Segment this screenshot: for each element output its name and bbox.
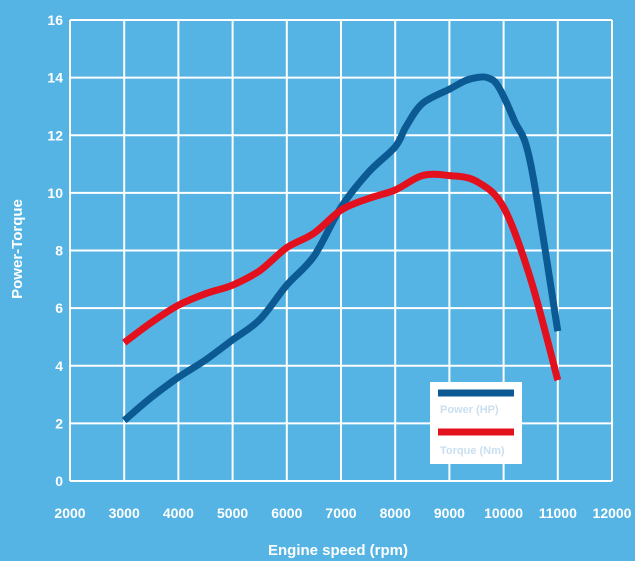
- x-axis-label: Engine speed (rpm): [268, 542, 408, 559]
- legend-label-torque: Torque (Nm): [440, 445, 505, 457]
- x-tick-label-5: 7000: [325, 505, 356, 521]
- x-tick-label-3: 5000: [217, 505, 248, 521]
- y-tick-label-6: 12: [47, 127, 63, 143]
- x-tick-label-7: 9000: [434, 505, 465, 521]
- x-tick-label-8: 10000: [484, 505, 523, 521]
- series-line-torque: [122, 170, 562, 382]
- x-tick-label-2: 4000: [163, 505, 194, 521]
- legend: Power (HP) Torque (Nm): [430, 382, 522, 464]
- x-tick-label-4: 6000: [271, 505, 302, 521]
- x-tick-label-6: 8000: [380, 505, 411, 521]
- x-tick-labels: 2000 3000 4000 5000 6000 7000 8000 9000 10000 110…: [54, 505, 631, 521]
- x-tick-label-10: 12000: [593, 505, 632, 521]
- series-lines: [121, 73, 562, 424]
- y-tick-label-0: 0: [55, 473, 63, 489]
- y-tick-label-1: 2: [55, 415, 63, 431]
- x-tick-label-1: 3000: [109, 505, 140, 521]
- y-tick-label-3: 6: [55, 300, 63, 316]
- x-tick-label-0: 2000: [54, 505, 85, 521]
- series-line-power: [121, 73, 562, 424]
- y-axis-label: Power-Torque: [9, 199, 26, 299]
- y-tick-labels: 0 2 4 6 8 10 12 14 16: [47, 12, 63, 489]
- x-tick-label-9: 11000: [539, 505, 577, 521]
- y-tick-label-8: 16: [47, 12, 63, 28]
- y-tick-label-5: 10: [47, 185, 63, 201]
- y-tick-label-7: 14: [47, 70, 63, 86]
- y-tick-label-4: 8: [55, 243, 63, 259]
- y-tick-label-2: 4: [55, 358, 63, 374]
- legend-label-power: Power (HP): [440, 404, 499, 416]
